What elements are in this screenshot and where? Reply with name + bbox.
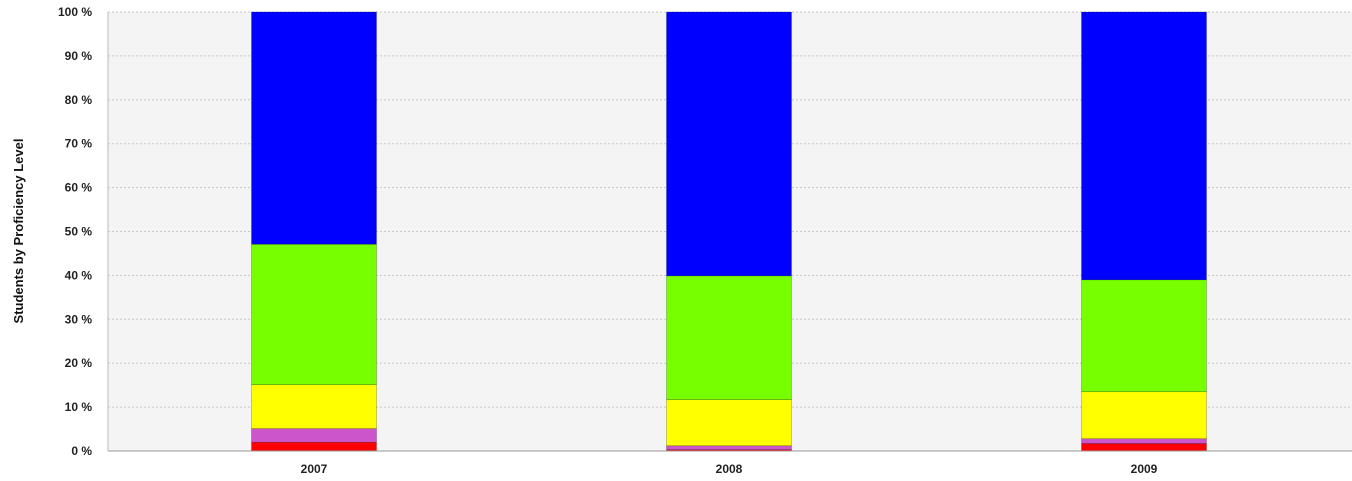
bar-segment [1081,443,1207,452]
bar-segment [1081,438,1207,444]
y-tick-label: 0 % [71,444,92,458]
bar-segment [1081,11,1207,281]
bars [251,11,1207,452]
bar-segment [1081,279,1207,393]
bar-segment [251,11,377,245]
y-tick-label: 100 % [58,5,92,19]
y-tick-label: 30 % [65,312,93,326]
bar-segment [666,275,792,400]
y-axis-tick-labels: 0 % 10 % 20 % 30 % 40 % 50 % 60 % 70 % 80 % 90 % 1… [58,5,92,458]
bar-segment [251,384,377,429]
bar-segment [666,11,792,277]
x-category-label: 2009 [1131,462,1158,476]
y-tick-label: 80 % [65,93,93,107]
y-tick-label: 50 % [65,225,93,239]
y-tick-label: 10 % [65,400,93,414]
bar-segment [251,428,377,443]
y-tick-label: 70 % [65,137,93,151]
x-category-label: 2008 [716,462,743,476]
bar-segment [666,399,792,447]
bar-segment [251,441,377,452]
y-tick-label: 20 % [65,356,93,370]
x-category-label: 2007 [301,462,328,476]
y-tick-label: 40 % [65,268,93,282]
y-tick-label: 90 % [65,49,93,63]
bar-segment [666,445,792,450]
bar-segment [1081,391,1207,440]
y-tick-label: 60 % [65,181,93,195]
x-axis-category-labels: 2007 2008 2009 [301,462,1158,476]
bar-segment [251,243,377,386]
y-axis-title: Students by Proficiency Level [11,139,26,324]
